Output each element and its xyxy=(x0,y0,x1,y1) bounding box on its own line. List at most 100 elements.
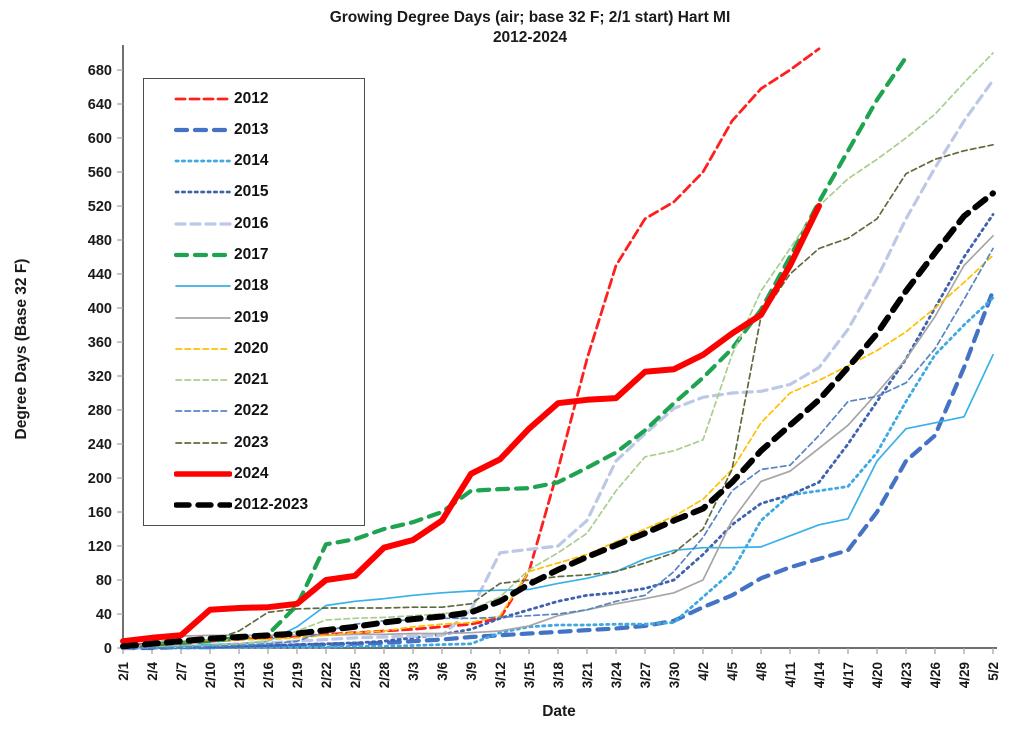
series-line-2021 xyxy=(122,52,994,649)
y-tick-label: 440 xyxy=(88,267,112,283)
series-line-2016 xyxy=(121,78,995,650)
y-tick-label: 400 xyxy=(88,301,112,317)
legend-line-sample-2018 xyxy=(175,285,231,288)
x-tick-label: 4/20 xyxy=(870,662,885,688)
chart-title-line2: 2012-2024 xyxy=(492,29,568,47)
x-tick-label: 3/21 xyxy=(580,662,595,689)
legend-label-2023: 2023 xyxy=(234,433,269,451)
x-tick-label: 3/24 xyxy=(609,662,624,689)
x-tick-label: 2/19 xyxy=(290,662,305,688)
legend-label-2020: 2020 xyxy=(234,339,269,357)
legend-line-sample-2024 xyxy=(174,471,232,477)
legend-item-2021: 2021 xyxy=(144,371,364,389)
legend-item-2017: 2017 xyxy=(144,246,364,264)
x-tick-label: 3/18 xyxy=(551,662,566,689)
legend-line-sample-2012-2023 xyxy=(174,502,232,508)
legend-line-sample-2023 xyxy=(175,441,231,444)
series-line-2012-2023 xyxy=(120,190,996,650)
legend-line-sample-2019 xyxy=(175,316,231,319)
x-tick-label: 2/16 xyxy=(261,662,276,689)
legend-label-2015: 2015 xyxy=(234,183,269,201)
y-tick-label: 80 xyxy=(96,573,112,589)
legend-line-sample-2022 xyxy=(175,410,231,413)
x-tick-label: 2/4 xyxy=(145,662,160,681)
series-line-2022 xyxy=(122,247,994,649)
legend-label-2017: 2017 xyxy=(234,246,269,264)
legend-item-2015: 2015 xyxy=(144,183,364,201)
x-tick-label: 3/30 xyxy=(667,662,682,688)
x-tick-label: 4/2 xyxy=(696,662,711,681)
y-tick-label: 600 xyxy=(88,131,112,147)
x-tick-label: 4/26 xyxy=(928,662,943,689)
x-tick-label: 2/13 xyxy=(232,662,247,689)
legend-label-2018: 2018 xyxy=(234,277,269,295)
series-line-2013 xyxy=(120,288,996,651)
x-tick-label: 2/28 xyxy=(377,662,392,689)
legend-item-2012: 2012 xyxy=(144,90,364,108)
legend-item-2020: 2020 xyxy=(144,340,364,358)
y-tick-label: 120 xyxy=(88,539,112,555)
legend-label-2012-2023: 2012-2023 xyxy=(234,496,309,514)
legend-line-sample-2016 xyxy=(174,222,232,226)
x-tick-label: 4/5 xyxy=(725,662,740,681)
legend-line-sample-2012 xyxy=(174,97,232,101)
x-tick-label: 3/27 xyxy=(638,662,653,688)
legend-item-2014: 2014 xyxy=(144,152,364,170)
x-tick-label: 2/10 xyxy=(203,662,218,688)
x-tick-label: 3/6 xyxy=(435,662,450,681)
y-tick-label: 280 xyxy=(88,403,112,419)
legend-label-2014: 2014 xyxy=(234,152,269,170)
legend-item-2024: 2024 xyxy=(144,465,364,483)
legend-item-2016: 2016 xyxy=(144,215,364,233)
x-tick-label: 5/2 xyxy=(986,662,1001,681)
legend-line-sample-2014 xyxy=(174,159,232,163)
y-tick-label: 640 xyxy=(88,97,112,113)
x-tick-label: 4/29 xyxy=(957,662,972,688)
x-tick-label: 2/7 xyxy=(174,662,189,681)
legend-item-2019: 2019 xyxy=(144,309,364,327)
series-line-2023 xyxy=(122,143,994,649)
y-tick-label: 200 xyxy=(88,471,112,487)
x-axis-title: Date xyxy=(542,703,576,720)
legend-label-2013: 2013 xyxy=(234,120,269,138)
series-line-2024 xyxy=(120,203,822,645)
legend-item-2023: 2023 xyxy=(144,434,364,452)
chart-legend: 2012 2013 2014 2015 2016 2017 2018 2019 2020 2021… xyxy=(143,78,365,526)
legend-label-2024: 2024 xyxy=(234,465,269,483)
x-tick-label: 4/14 xyxy=(812,662,827,689)
series-line-2015 xyxy=(121,213,995,650)
legend-line-sample-2021 xyxy=(175,379,231,382)
legend-item-2013: 2013 xyxy=(144,121,364,139)
legend-item-2012-2023: 2012-2023 xyxy=(144,496,364,514)
legend-line-sample-2017 xyxy=(174,252,232,258)
x-tick-label: 2/1 xyxy=(116,662,131,681)
legend-item-2022: 2022 xyxy=(144,402,364,420)
legend-line-sample-2013 xyxy=(174,127,232,133)
x-tick-label: 4/23 xyxy=(899,662,914,689)
y-tick-label: 520 xyxy=(88,199,112,215)
y-tick-label: 0 xyxy=(104,641,112,657)
y-tick-label: 680 xyxy=(88,63,112,79)
legend-line-sample-2020 xyxy=(175,348,231,350)
y-tick-label: 480 xyxy=(88,233,112,249)
x-tick-label: 2/22 xyxy=(319,662,334,688)
series-line-2014 xyxy=(121,296,995,650)
legend-label-2021: 2021 xyxy=(234,371,269,389)
y-tick-label: 560 xyxy=(88,165,112,181)
x-tick-label: 4/17 xyxy=(841,662,856,688)
legend-label-2022: 2022 xyxy=(234,402,269,420)
legend-label-2019: 2019 xyxy=(234,308,269,326)
chart-title-line1: Growing Degree Days (air; base 32 F; 2/1… xyxy=(329,9,731,26)
x-tick-label: 3/9 xyxy=(464,662,479,681)
y-tick-label: 360 xyxy=(88,335,112,351)
series-line-2020 xyxy=(122,254,994,649)
y-tick-label: 40 xyxy=(96,607,112,623)
x-tick-label: 3/12 xyxy=(493,662,508,688)
chart-title: Growing Degree Days (air; base 32 F; 2/1… xyxy=(0,8,1034,48)
x-tick-label: 2/25 xyxy=(348,662,363,689)
x-tick-label: 3/3 xyxy=(406,662,421,681)
legend-line-sample-2015 xyxy=(174,191,232,194)
y-tick-label: 240 xyxy=(88,437,112,453)
